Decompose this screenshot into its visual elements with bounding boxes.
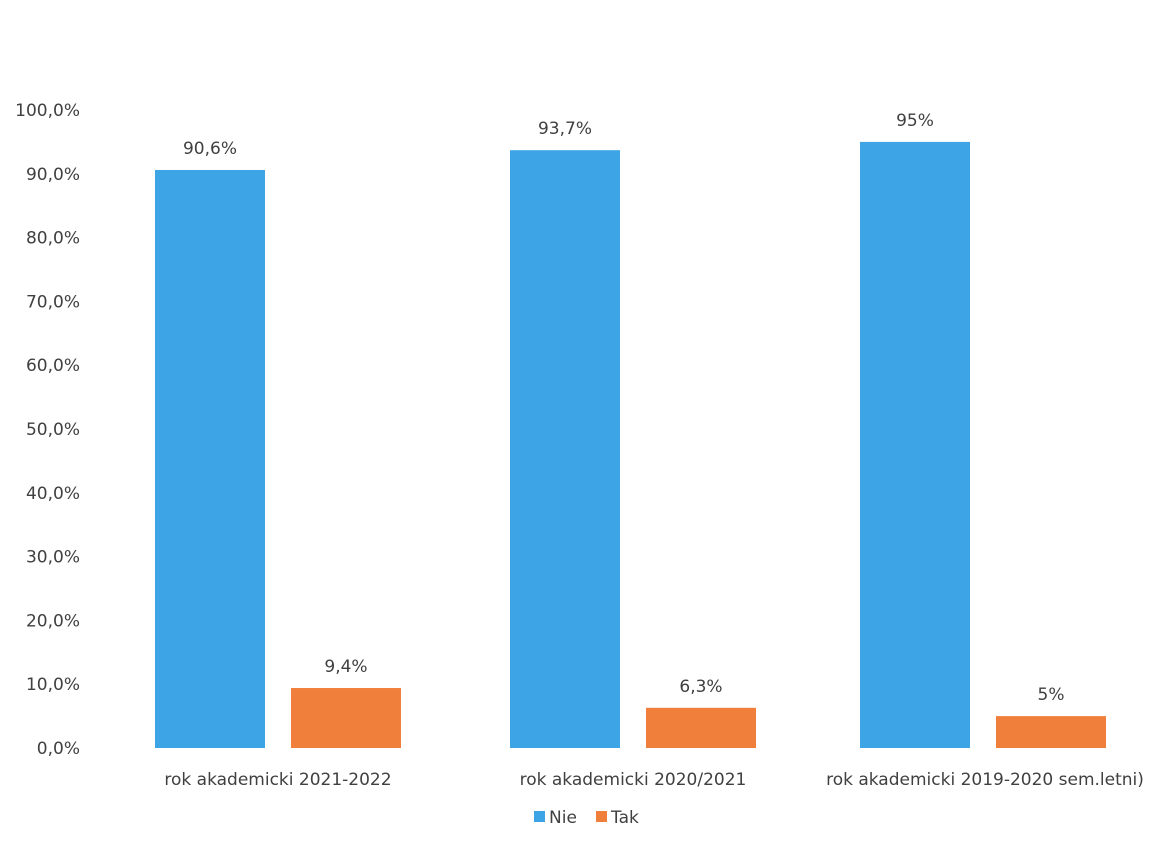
bar-nie — [860, 141, 970, 748]
data-label: 9,4% — [324, 657, 367, 677]
x-axis: rok akademicki 2021-2022 rok akademicki 2… — [164, 770, 1144, 790]
legend: Nie Tak — [534, 808, 639, 828]
y-tick-label: 40,0% — [26, 484, 80, 504]
y-tick-label: 70,0% — [26, 292, 80, 312]
y-tick-label: 0,0% — [37, 739, 80, 759]
y-tick-label: 10,0% — [26, 675, 80, 695]
y-axis: 0,0% 10,0% 20,0% 30,0% 40,0% 50,0% 60,0% 70,0% 8… — [15, 101, 80, 759]
y-tick-label: 60,0% — [26, 356, 80, 376]
data-label: 90,6% — [183, 139, 237, 159]
legend-label-nie: Nie — [549, 808, 577, 828]
legend-label-tak: Tak — [610, 808, 639, 828]
legend-swatch-tak — [596, 811, 607, 822]
y-tick-label: 50,0% — [26, 420, 80, 440]
data-label: 5% — [1038, 685, 1065, 705]
data-label: 95% — [896, 111, 934, 131]
bars: 90,6% 9,4% 93,7% 6,3% 95% 5% — [155, 111, 1106, 749]
y-tick-label: 30,0% — [26, 548, 80, 568]
data-label: 6,3% — [679, 677, 722, 697]
data-label: 93,7% — [538, 119, 592, 139]
x-category-label: rok akademicki 2020/2021 — [520, 770, 747, 790]
y-tick-label: 90,0% — [26, 165, 80, 185]
x-category-label: rok akademicki 2019-2020 sem.letni) — [826, 770, 1144, 790]
bar-tak — [996, 716, 1106, 748]
y-tick-label: 20,0% — [26, 611, 80, 631]
bar-tak — [291, 688, 401, 748]
bar-nie — [510, 150, 620, 749]
y-tick-label: 100,0% — [15, 101, 80, 121]
bar-tak — [646, 707, 756, 748]
x-category-label: rok akademicki 2021-2022 — [164, 770, 391, 790]
legend-swatch-nie — [534, 811, 545, 822]
bar-nie — [155, 169, 265, 749]
y-tick-label: 80,0% — [26, 229, 80, 249]
